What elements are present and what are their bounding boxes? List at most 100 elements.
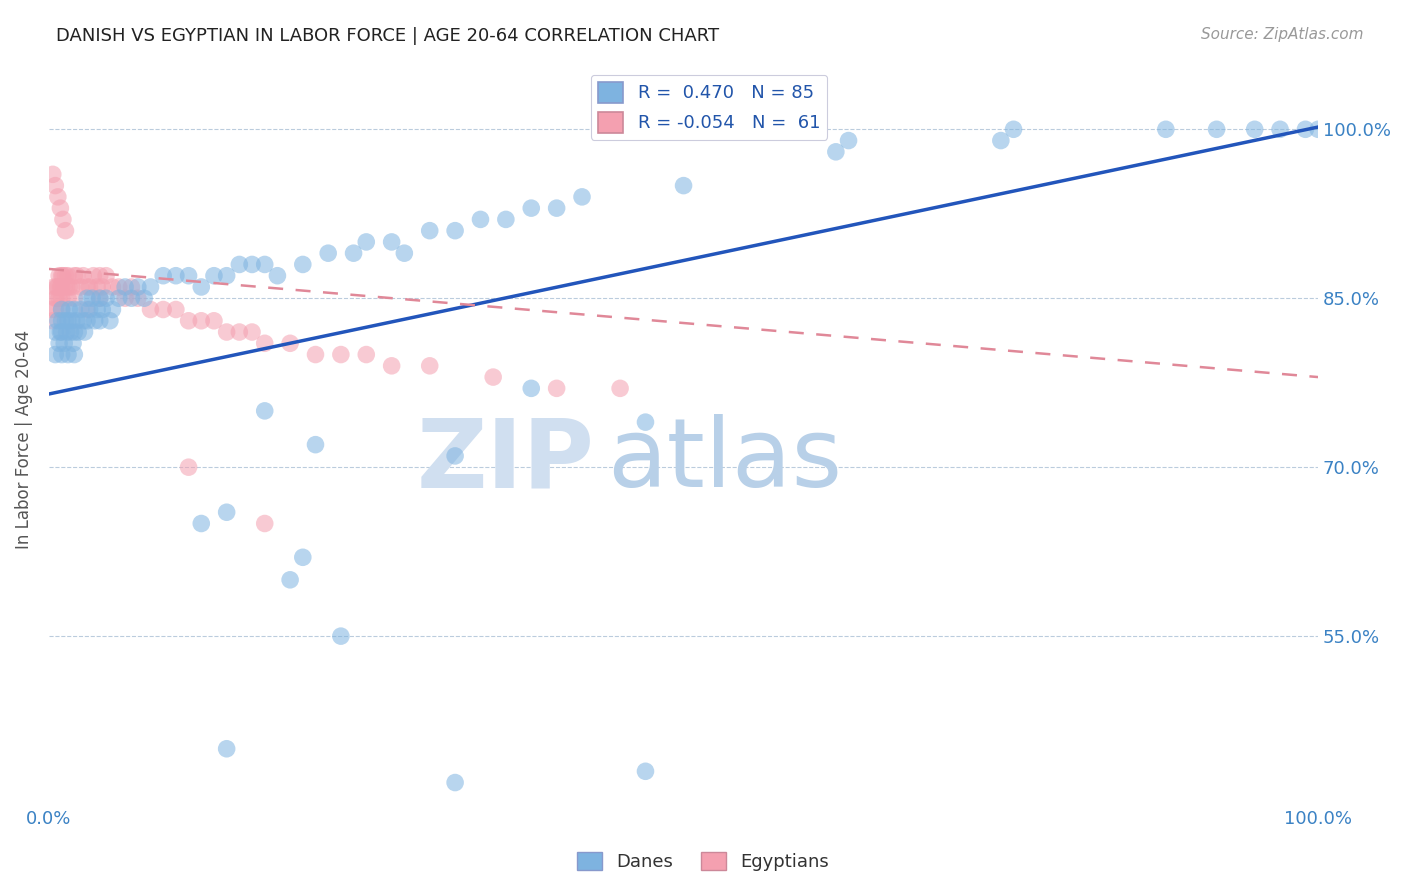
Point	[190, 516, 212, 531]
Point	[139, 302, 162, 317]
Point	[51, 314, 73, 328]
Point	[278, 573, 301, 587]
Point	[316, 246, 339, 260]
Point	[329, 347, 352, 361]
Point	[419, 359, 441, 373]
Point	[66, 314, 89, 328]
Point	[394, 246, 416, 260]
Point	[63, 302, 86, 317]
Point	[495, 212, 517, 227]
Point	[48, 268, 70, 283]
Point	[46, 280, 69, 294]
Point	[44, 291, 66, 305]
Point	[571, 190, 593, 204]
Point	[51, 280, 73, 294]
Point	[63, 291, 86, 305]
Point	[824, 145, 846, 159]
Point	[76, 291, 98, 305]
Point	[444, 224, 467, 238]
Legend: R =  0.470   N = 85, R = -0.054   N =  61: R = 0.470 N = 85, R = -0.054 N = 61	[591, 75, 827, 140]
Point	[228, 325, 250, 339]
Point	[546, 201, 568, 215]
Point	[177, 460, 200, 475]
Point	[55, 325, 77, 339]
Point	[94, 291, 117, 305]
Point	[114, 291, 136, 305]
Point	[470, 212, 492, 227]
Text: DANISH VS EGYPTIAN IN LABOR FORCE | AGE 20-64 CORRELATION CHART: DANISH VS EGYPTIAN IN LABOR FORCE | AGE …	[56, 27, 720, 45]
Text: atlas: atlas	[607, 415, 842, 508]
Point	[51, 347, 73, 361]
Point	[253, 516, 276, 531]
Point	[215, 325, 238, 339]
Point	[48, 336, 70, 351]
Point	[89, 291, 111, 305]
Point	[79, 280, 101, 294]
Point	[72, 314, 94, 328]
Point	[89, 268, 111, 283]
Point	[44, 347, 66, 361]
Y-axis label: In Labor Force | Age 20-64: In Labor Force | Age 20-64	[15, 329, 32, 549]
Point	[546, 381, 568, 395]
Point	[51, 302, 73, 317]
Point	[1294, 122, 1316, 136]
Point	[444, 775, 467, 789]
Point	[53, 336, 76, 351]
Point	[69, 302, 91, 317]
Point	[1243, 122, 1265, 136]
Point	[86, 302, 108, 317]
Point	[121, 291, 143, 305]
Point	[101, 280, 124, 294]
Point	[165, 302, 187, 317]
Point	[55, 268, 77, 283]
Point	[73, 325, 96, 339]
Point	[202, 268, 225, 283]
Point	[46, 314, 69, 328]
Point	[609, 381, 631, 395]
Text: Source: ZipAtlas.com: Source: ZipAtlas.com	[1201, 27, 1364, 42]
Point	[91, 302, 114, 317]
Point	[329, 629, 352, 643]
Point	[253, 404, 276, 418]
Text: ZIP: ZIP	[416, 415, 595, 508]
Point	[228, 257, 250, 271]
Point	[67, 325, 90, 339]
Point	[520, 201, 543, 215]
Point	[52, 268, 75, 283]
Point	[304, 347, 326, 361]
Point	[63, 347, 86, 361]
Point	[177, 268, 200, 283]
Point	[51, 325, 73, 339]
Point	[127, 291, 149, 305]
Point	[44, 325, 66, 339]
Point	[83, 314, 105, 328]
Point	[94, 268, 117, 283]
Point	[63, 325, 86, 339]
Point	[107, 291, 129, 305]
Point	[278, 336, 301, 351]
Point	[444, 449, 467, 463]
Point	[190, 314, 212, 328]
Point	[215, 505, 238, 519]
Point	[215, 741, 238, 756]
Point	[60, 314, 83, 328]
Point	[52, 212, 75, 227]
Point	[49, 325, 72, 339]
Point	[240, 325, 263, 339]
Point	[1308, 122, 1330, 136]
Point	[121, 280, 143, 294]
Point	[51, 268, 73, 283]
Point	[672, 178, 695, 193]
Point	[419, 224, 441, 238]
Point	[51, 302, 73, 317]
Point	[42, 314, 65, 328]
Point	[49, 201, 72, 215]
Point	[152, 268, 174, 283]
Point	[56, 268, 79, 283]
Point	[291, 550, 314, 565]
Point	[56, 314, 79, 328]
Point	[291, 257, 314, 271]
Point	[634, 415, 657, 429]
Point	[520, 381, 543, 395]
Point	[49, 280, 72, 294]
